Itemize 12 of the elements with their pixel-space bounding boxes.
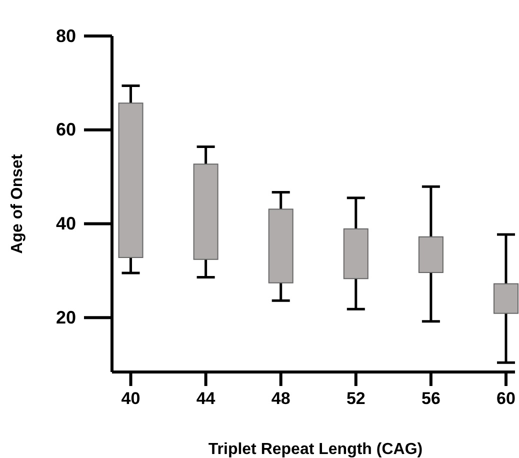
y-axis-title: Age of Onset [9, 154, 26, 254]
x-tick-label: 60 [496, 389, 516, 408]
y-tick-label: 60 [56, 120, 76, 140]
x-tick-label: 44 [196, 389, 216, 408]
y-tick-label: 40 [56, 213, 76, 234]
y-tick-label: 20 [56, 307, 76, 328]
x-tick-label: 56 [421, 389, 440, 408]
x-tick-label: 52 [346, 389, 366, 408]
x-tick-label: 48 [271, 389, 290, 408]
y-tick-label: 80 [56, 26, 76, 46]
x-tick-label: 40 [121, 389, 140, 408]
x-axis-title: Triplet Repeat Length (CAG) [208, 441, 423, 458]
